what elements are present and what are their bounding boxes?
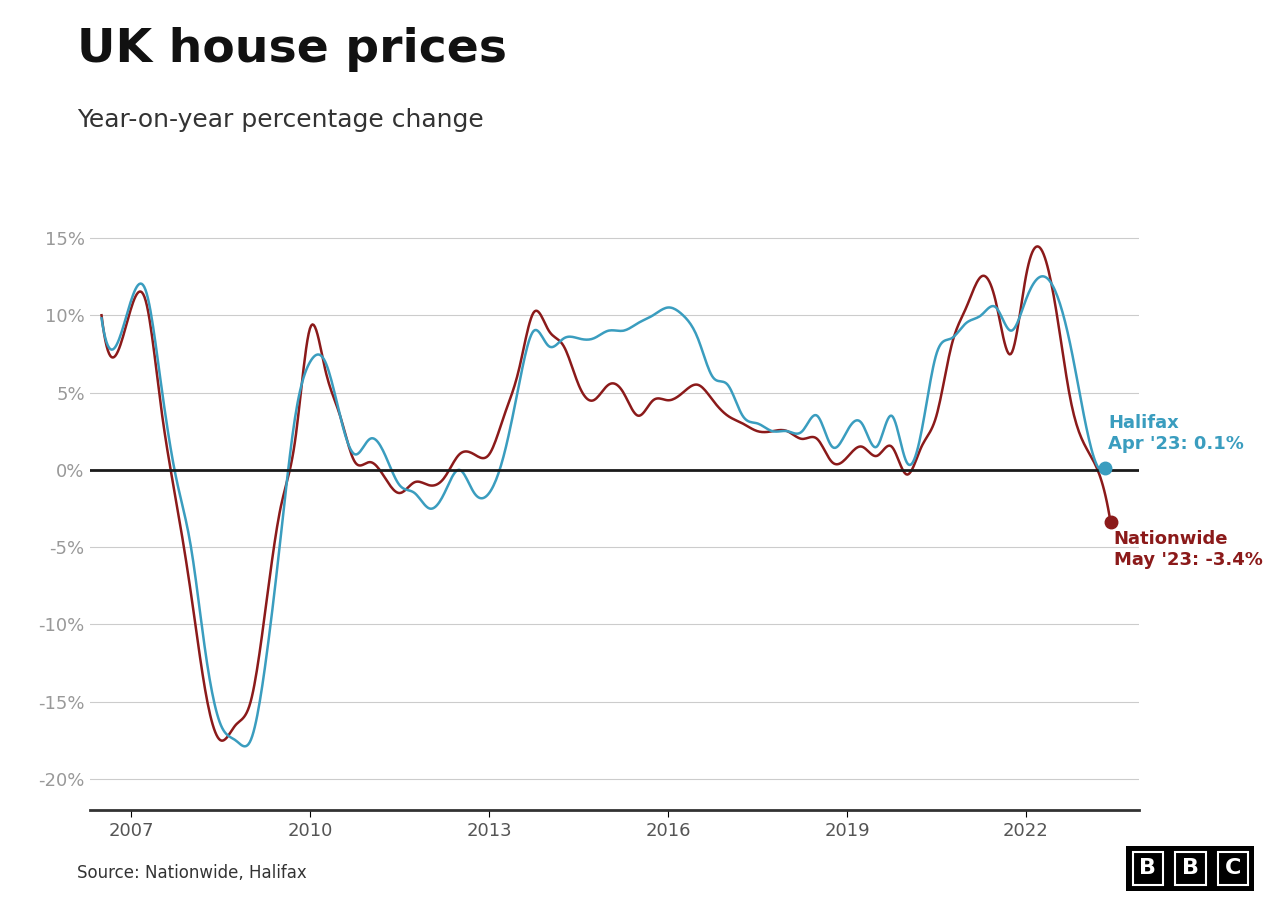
- Text: Source: Nationwide, Halifax: Source: Nationwide, Halifax: [77, 864, 306, 882]
- Text: UK house prices: UK house prices: [77, 27, 507, 72]
- Text: Nationwide
May '23: -3.4%: Nationwide May '23: -3.4%: [1114, 530, 1262, 569]
- Text: B: B: [1181, 859, 1199, 878]
- Text: B: B: [1139, 859, 1156, 878]
- Text: C: C: [1225, 859, 1242, 878]
- Text: Halifax
Apr '23: 0.1%: Halifax Apr '23: 0.1%: [1108, 414, 1244, 453]
- Text: Year-on-year percentage change: Year-on-year percentage change: [77, 108, 484, 132]
